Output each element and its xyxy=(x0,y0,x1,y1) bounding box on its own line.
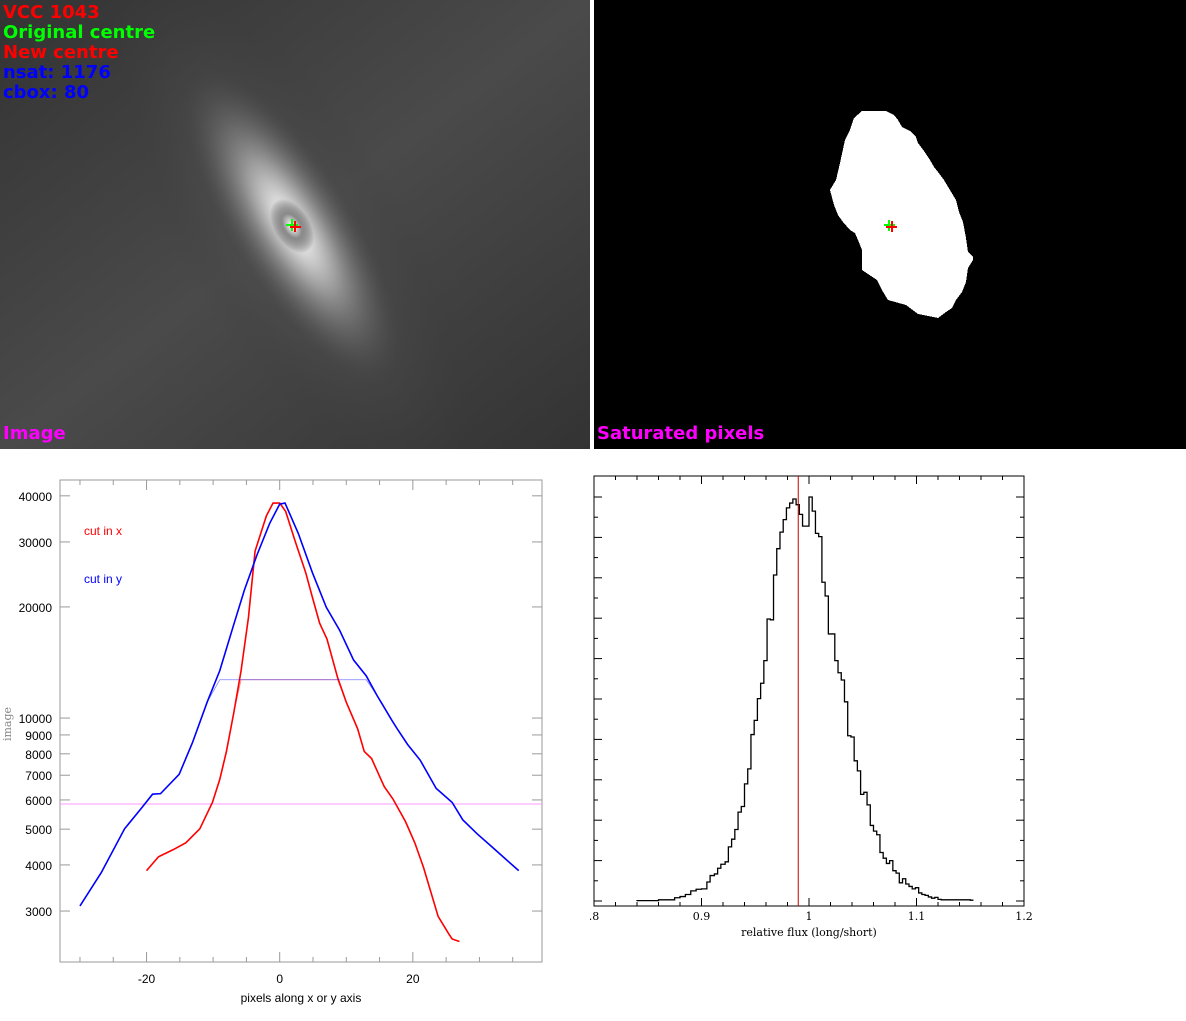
saturated-region xyxy=(830,111,973,318)
overlay-line: cbox: 80 xyxy=(3,82,90,103)
y-tick-label: 10000 xyxy=(19,712,53,726)
x-tick-label: 0.9 xyxy=(693,910,711,923)
series-line xyxy=(145,502,460,943)
overlay-line: Original centre xyxy=(3,22,156,43)
x-tick-label: 20 xyxy=(406,972,420,986)
y-tick-label: 5000 xyxy=(25,823,52,837)
saturated-panel-label: Saturated pixels xyxy=(597,423,765,444)
y-axis-label: image xyxy=(1,707,14,741)
y-tick-label: 30000 xyxy=(19,536,53,550)
y-tick-label: 40000 xyxy=(19,490,53,504)
x-tick-label: 1 xyxy=(806,910,813,923)
x-tick-label: -20 xyxy=(138,972,156,986)
saturation-mask xyxy=(830,111,973,318)
profile-chart: -20 0 20 3000 4000 5000 6000 7000 8000 9000 10000 2… xyxy=(1,479,543,1005)
y-tick-label: 7000 xyxy=(25,769,52,783)
overlay-line: VCC 1043 xyxy=(3,2,100,23)
image-panel-label: Image xyxy=(3,423,66,444)
plot-frame xyxy=(593,475,1025,907)
y-tick-label: 3000 xyxy=(25,905,52,919)
x-axis-label: pixels along x or y axis xyxy=(241,991,362,1005)
model-line xyxy=(146,679,460,942)
image-panel: VCC 1043 Original centre New centre nsat: 1… xyxy=(0,0,590,449)
x-tick-label: 0 xyxy=(276,972,283,986)
x-tick-label: .8 xyxy=(590,910,599,923)
y-tick-label: 8000 xyxy=(25,748,52,762)
legend-entry: cut in x xyxy=(84,524,122,538)
overlay-line: nsat: 1176 xyxy=(3,62,111,83)
x-axis-label: relative flux (long/short) xyxy=(741,926,877,939)
histogram-steps xyxy=(636,496,974,902)
y-tick-label: 6000 xyxy=(25,794,52,808)
overlay-line: New centre xyxy=(3,42,119,63)
new-centre-marker xyxy=(290,221,301,232)
plot-frame xyxy=(59,479,543,963)
x-tick-label: 1.1 xyxy=(908,910,926,923)
model-line xyxy=(79,679,519,907)
series-line xyxy=(79,502,520,907)
y-tick-label: 20000 xyxy=(19,601,53,615)
y-tick-label: 9000 xyxy=(25,729,52,743)
galaxy-image xyxy=(0,0,590,449)
x-tick-label: 1.2 xyxy=(1015,910,1033,923)
saturated-pixels-panel: Saturated pixels xyxy=(594,0,1186,449)
histogram-chart: .8 0.9 1 1.1 1.2 relative flux (long/short) xyxy=(590,475,1033,939)
y-tick-label: 4000 xyxy=(25,859,52,873)
legend-entry: cut in y xyxy=(84,572,122,586)
